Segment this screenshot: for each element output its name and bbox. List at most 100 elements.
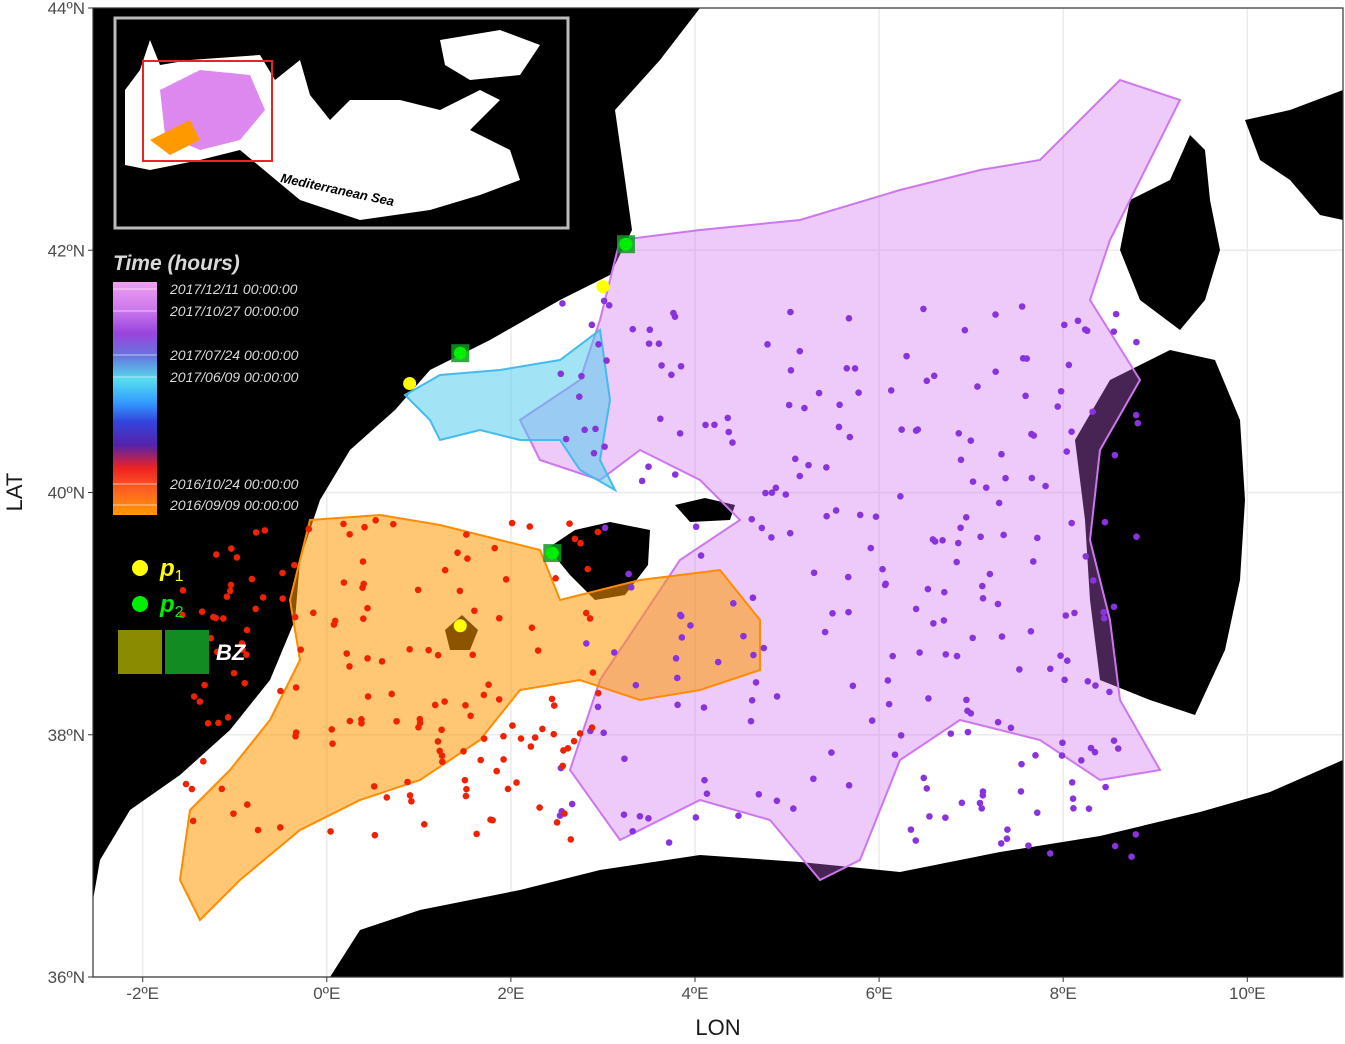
drifter-dot xyxy=(645,340,653,347)
drifter-dot xyxy=(885,700,893,708)
drifter-dot xyxy=(671,471,679,478)
drifter-dot xyxy=(1110,603,1118,611)
drifter-dot xyxy=(1091,748,1099,756)
drifter-dot xyxy=(343,650,351,657)
drifter-dot xyxy=(603,357,610,364)
drifter-dot xyxy=(801,404,808,412)
drifter-dot xyxy=(702,421,709,429)
y-tick-label: 38ºN xyxy=(48,726,85,745)
drifter-dot xyxy=(559,762,567,770)
drifter-dot xyxy=(1023,355,1031,362)
drifter-dot xyxy=(914,426,922,433)
drifter-dot xyxy=(627,584,635,591)
drifter-dot xyxy=(815,389,823,397)
legend-swatch xyxy=(132,560,148,576)
drifter-dot xyxy=(632,681,640,689)
drifter-dot xyxy=(1063,448,1071,455)
legend: Time (hours) BZ xyxy=(113,252,247,674)
drifter-dot xyxy=(672,655,680,662)
drifter-dot xyxy=(1057,387,1065,395)
drifter-dot xyxy=(930,620,937,627)
drifter-dot xyxy=(1111,842,1119,850)
drifter-dot xyxy=(1110,737,1118,745)
drifter-dot xyxy=(845,782,853,789)
drifter-dot xyxy=(600,297,608,305)
drifter-dot xyxy=(1058,752,1066,759)
drifter-dot xyxy=(768,489,776,497)
drifter-dot xyxy=(665,839,673,846)
drifter-dot xyxy=(224,714,232,721)
drifter-dot xyxy=(903,352,910,360)
drifter-dot xyxy=(947,730,955,737)
drifter-dot xyxy=(974,383,981,390)
drifter-dot xyxy=(962,513,970,521)
drifter-dot xyxy=(887,387,895,394)
drifter-dot xyxy=(1087,744,1095,752)
drifter-dot xyxy=(513,779,520,786)
drifter-dot xyxy=(1085,805,1093,812)
drifter-dot xyxy=(953,652,961,660)
drifter-dot xyxy=(879,565,886,573)
drifter-dot xyxy=(1074,317,1082,325)
drifter-dot xyxy=(747,717,755,725)
drifter-dot xyxy=(531,734,539,741)
drifter-dot xyxy=(791,455,799,463)
drifter-dot xyxy=(953,558,960,566)
drifter-dot xyxy=(364,655,371,662)
drifter-dot xyxy=(929,536,937,543)
drifter-dot xyxy=(404,778,411,786)
drifter-dot xyxy=(787,308,794,316)
drifter-dot xyxy=(456,587,464,595)
colorbar-label: 2017/12/11 00:00:00 xyxy=(169,281,298,297)
drifter-dot xyxy=(673,674,681,682)
drifter-dot xyxy=(740,632,747,640)
drifter-dot xyxy=(787,367,795,374)
drifter-dot xyxy=(912,605,920,613)
drifter-dot xyxy=(730,600,737,607)
drifter-dot xyxy=(924,585,932,593)
drifter-dot xyxy=(687,622,694,629)
colorbar-title: Time (hours) xyxy=(113,252,240,275)
drifter-dot xyxy=(796,347,804,355)
drifter-dot xyxy=(1063,657,1071,664)
drifter-dot xyxy=(190,693,198,700)
drifter-dot xyxy=(1062,612,1070,619)
drifter-dot xyxy=(786,529,794,537)
drifter-dot xyxy=(590,449,598,457)
italy xyxy=(1245,90,1343,220)
drifter-dot xyxy=(1134,419,1142,427)
drifter-dot xyxy=(239,646,246,653)
drifter-dot xyxy=(364,604,371,612)
drifter-dot xyxy=(851,365,859,372)
drifter-dot xyxy=(979,582,986,590)
drifter-dot xyxy=(849,682,857,690)
drifter-dot xyxy=(462,702,469,709)
drifter-dot xyxy=(214,648,221,656)
drifter-dot xyxy=(1114,745,1122,752)
drifter-dot xyxy=(371,831,379,839)
drifter-dot xyxy=(577,539,584,547)
drifter-dot xyxy=(805,461,812,469)
drifter-dot xyxy=(785,401,793,409)
drifter-dot xyxy=(241,679,249,687)
drifter-dot xyxy=(700,704,708,711)
sardinia xyxy=(1075,350,1245,715)
drifter-dot xyxy=(954,539,962,547)
drifter-dot xyxy=(508,519,516,527)
drifter-dot xyxy=(897,493,904,500)
drifter-dot xyxy=(408,797,415,805)
drifter-dot xyxy=(1078,757,1085,764)
drifter-dot xyxy=(796,472,804,480)
drifter-dot xyxy=(594,703,602,711)
colorbar-label: 2017/10/27 00:00:00 xyxy=(169,303,299,319)
site-point xyxy=(453,619,467,633)
menorca xyxy=(675,498,735,522)
drifter-dot xyxy=(291,561,298,569)
drifter-dot xyxy=(748,696,756,704)
drifter-dot xyxy=(967,437,975,444)
drifter-dot xyxy=(773,693,781,700)
drifter-dot xyxy=(588,724,596,731)
drifter-dot xyxy=(327,828,334,835)
x-tick-label: -2ºE xyxy=(126,984,159,1003)
drifter-dot xyxy=(218,785,226,793)
